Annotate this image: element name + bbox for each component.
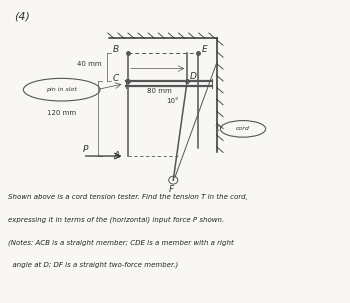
Text: 80 mm: 80 mm [147,88,172,94]
Text: pin in slot: pin in slot [46,87,77,92]
Text: angle at D; DF is a straight two-force member.): angle at D; DF is a straight two-force m… [8,261,178,268]
Text: expressing it in terms of the (horizontal) input force P shown.: expressing it in terms of the (horizonta… [8,216,224,223]
Text: (4): (4) [15,11,30,21]
Text: 40 mm: 40 mm [77,61,102,67]
Text: B: B [113,45,119,54]
Text: cord: cord [236,126,250,132]
Text: Shown above is a cord tension tester. Find the tension T in the cord,: Shown above is a cord tension tester. Fi… [8,194,247,200]
Text: A: A [113,151,119,160]
Text: P: P [83,145,88,154]
Text: C: C [113,74,119,83]
Text: 120 mm: 120 mm [47,110,76,116]
Text: E: E [202,45,208,54]
Text: F: F [169,185,174,194]
Text: 10°: 10° [166,98,179,104]
Text: (Notes: ACB is a straight member; CDE is a member with a right: (Notes: ACB is a straight member; CDE is… [8,239,233,245]
Text: D: D [190,72,197,81]
